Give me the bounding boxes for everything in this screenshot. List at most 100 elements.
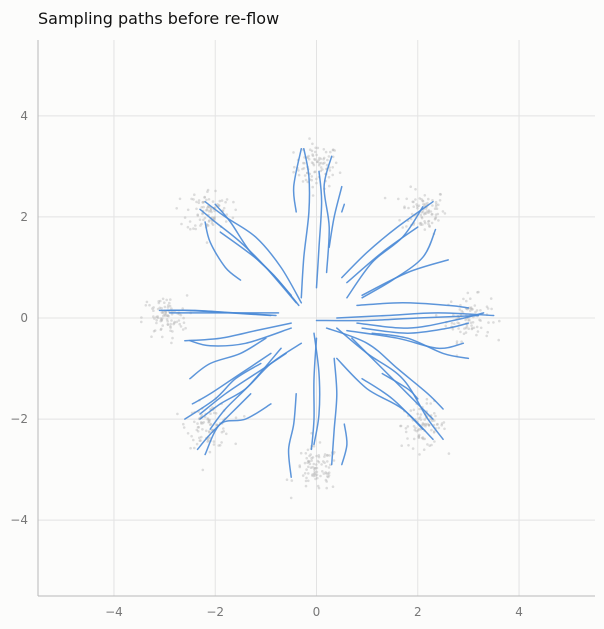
sample-point [471,308,474,311]
sample-point [168,301,171,305]
sampling-path [361,377,424,430]
sample-point [189,227,192,231]
sample-point [470,327,474,330]
sample-point [319,157,323,161]
sample-point [152,309,155,313]
sample-point [157,301,161,305]
sample-point [324,465,328,468]
sample-point [155,321,158,325]
sample-point [310,456,313,460]
sample-point [314,467,317,470]
sample-point [431,212,434,216]
sample-point [218,199,222,203]
sample-point [176,412,179,416]
sample-point [205,198,208,202]
sample-point [182,426,186,429]
sample-point [437,426,441,430]
sample-point [317,460,321,464]
sample-point [418,407,421,411]
sample-point [423,221,427,225]
sample-point [449,300,453,304]
sample-point [186,225,190,229]
sample-point [317,158,321,162]
sample-point [196,430,200,433]
sample-point [311,456,315,459]
sample-point [316,476,319,480]
sample-point [433,430,436,433]
sample-point [475,333,478,337]
sample-point [418,222,422,225]
sample-point [297,173,301,177]
sample-point [299,451,303,455]
sample-point [479,309,482,312]
sample-point [166,304,170,307]
sample-point [207,205,210,208]
sample-point [434,216,438,219]
sample-point [159,317,163,320]
sample-point [477,290,480,294]
sample-point [217,204,221,207]
sample-point [456,321,459,325]
sample-point [178,197,182,201]
sample-point [326,475,329,478]
sample-point [412,205,416,208]
sample-point [468,318,471,322]
sample-point [412,408,416,412]
sample-point [152,306,155,309]
sample-point [311,194,315,197]
sample-point [451,328,455,331]
sample-point [183,216,187,219]
sample-point [308,462,312,466]
sample-point [437,219,440,222]
sample-point [416,207,419,210]
sample-point [161,324,164,327]
sample-point [325,480,329,483]
sample-point [435,207,439,210]
sample-point [406,425,410,428]
sample-point [200,413,204,417]
sample-point [323,455,326,458]
sample-point [462,332,466,336]
sample-point [171,330,174,333]
sample-point [407,444,410,447]
sample-point [410,212,414,216]
sample-point [292,170,295,174]
sample-point [234,442,237,446]
sample-point [155,315,158,319]
sample-point [424,207,428,210]
sample-point [321,162,325,165]
sample-point [311,474,314,477]
sample-point [225,213,229,216]
sample-point [325,486,329,490]
sample-point [153,317,156,320]
sampling-path [336,327,444,441]
sample-point [152,315,155,318]
sample-point [443,427,446,431]
sample-point [206,440,209,443]
sample-point [321,460,325,463]
sample-point [156,316,160,320]
sample-point [466,291,470,295]
sample-point [222,427,225,430]
sample-point [220,199,224,202]
sample-point [436,212,440,216]
y-tick-label: 0 [20,311,28,325]
sample-point [415,429,418,433]
sample-point [427,219,431,223]
sample-point [168,304,172,308]
sample-point [140,320,143,324]
sample-point [325,163,329,167]
sample-point [202,218,205,222]
sample-point [222,206,226,210]
sample-point [427,222,430,226]
sample-point [485,334,489,338]
sample-point [453,322,456,326]
sample-point [479,326,483,330]
sample-point [465,299,468,303]
sample-point [301,167,304,171]
sample-point [327,155,331,158]
sample-point [419,221,423,225]
sample-point [175,320,179,324]
sample-point [319,166,323,169]
grid [38,40,595,596]
